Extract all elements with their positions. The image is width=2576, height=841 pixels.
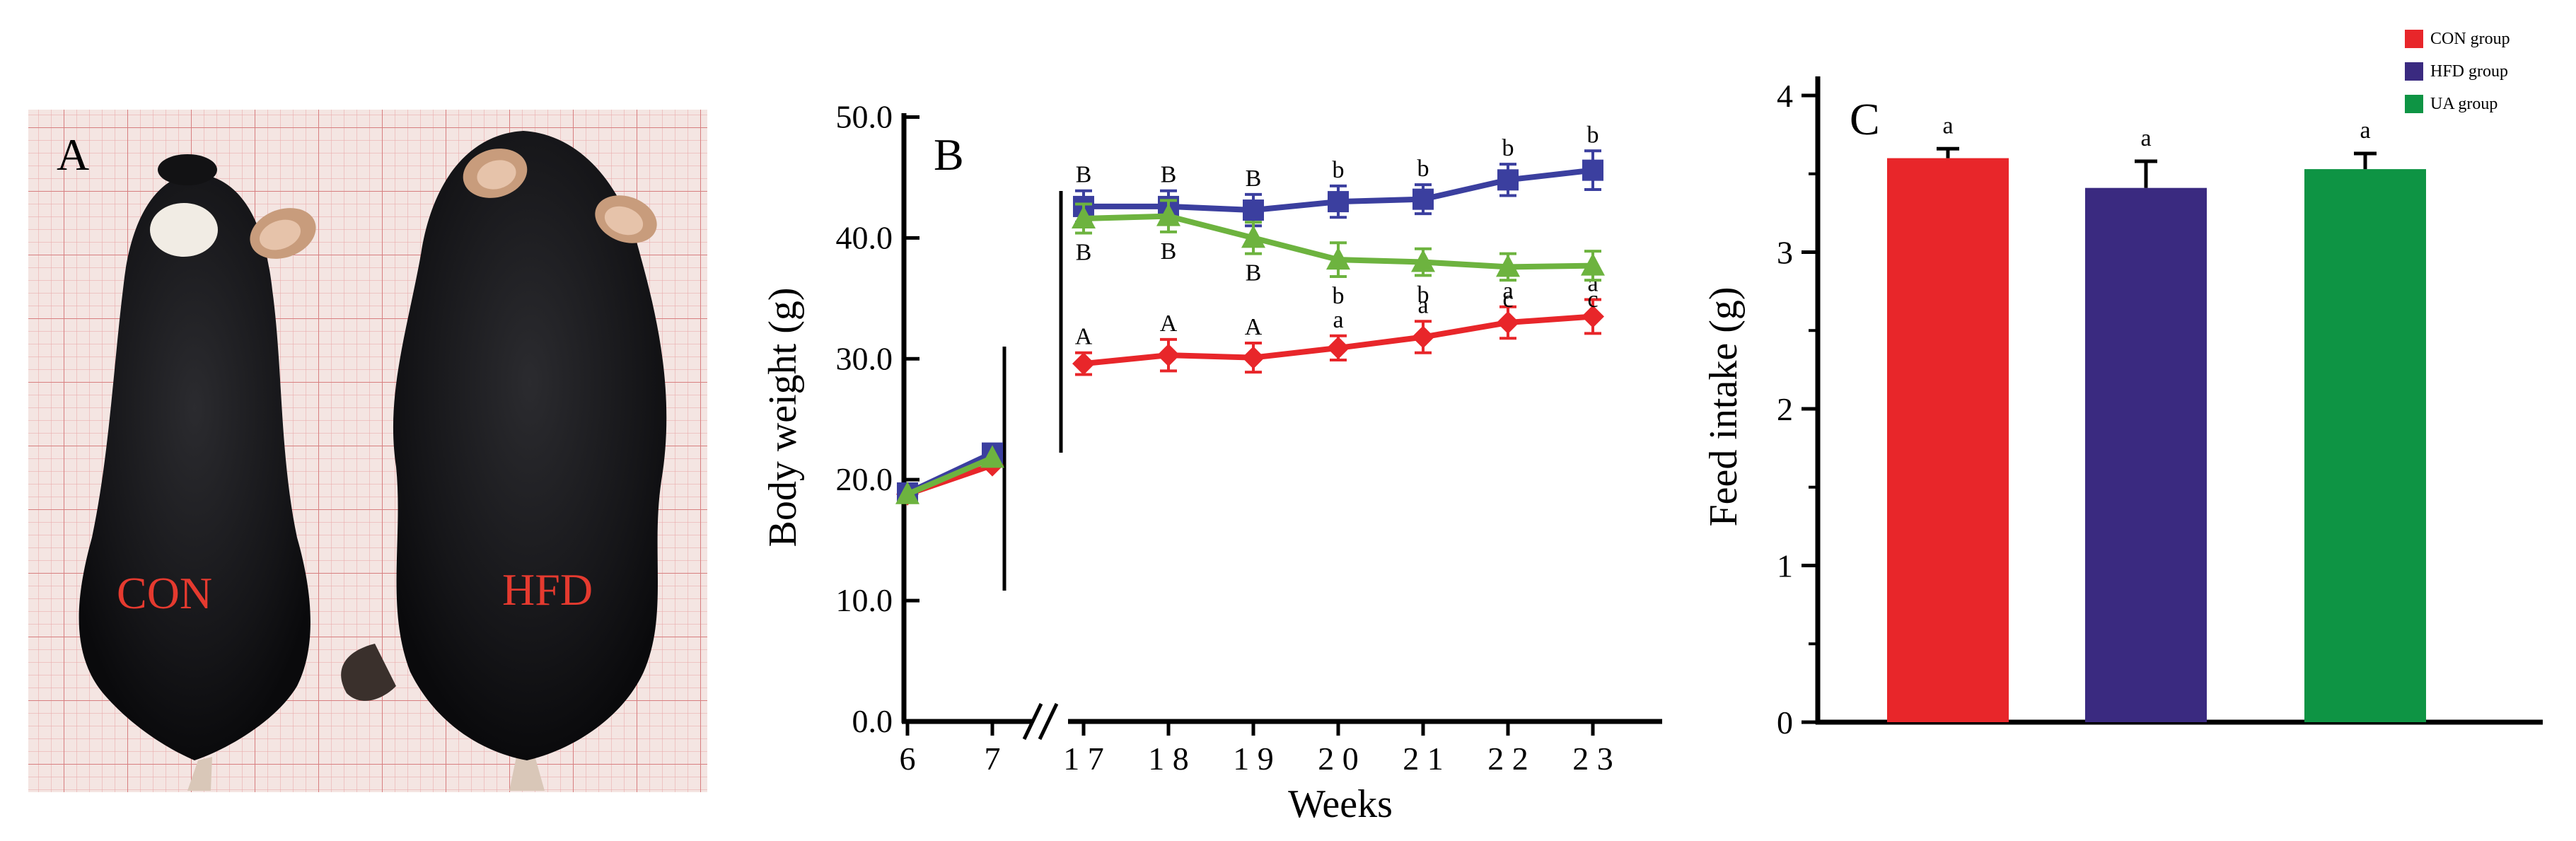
data-point: [1497, 311, 1519, 334]
feed-intake-chart: C 0 1 2 3 4 a a a Feed intake (g) CON group HFD…: [1702, 30, 2543, 741]
data-point: [1242, 346, 1265, 369]
significance-label: A: [1245, 314, 1263, 340]
significance-label: B: [1161, 162, 1177, 188]
data-point: [1328, 191, 1349, 213]
significance-label: a: [1942, 112, 1953, 139]
panel-c-label: C: [1850, 94, 1880, 144]
data-point: [1412, 188, 1434, 210]
significance-label: a: [1587, 271, 1598, 297]
significance-label: a: [2360, 117, 2370, 144]
y-tick-label: 4: [1777, 78, 1793, 114]
x-tick-label: 2 0: [1318, 741, 1359, 777]
significance-label: A: [1160, 311, 1178, 337]
y-tick-label: 20.0: [836, 461, 893, 497]
bar: [1887, 158, 2009, 723]
y-tick-label: 1: [1777, 548, 1793, 584]
bar: [2304, 169, 2426, 723]
legend-swatch: [2405, 95, 2423, 113]
significance-label: B: [1076, 240, 1092, 266]
data-point: [1582, 159, 1603, 181]
data-point: [1411, 249, 1435, 272]
data-point: [1412, 325, 1434, 349]
significance-label: a: [1333, 307, 1343, 333]
data-point: [1326, 247, 1350, 270]
body-weight-y-title: Body weight (g): [761, 287, 805, 547]
y-tick-label: 30.0: [836, 340, 893, 376]
x-tick-label: 2 3: [1572, 741, 1613, 777]
x-tick-label: 1 9: [1233, 741, 1274, 777]
data-point: [1243, 199, 1264, 221]
hfd-mouse-label: HFD: [502, 564, 593, 615]
data-point: [1582, 305, 1604, 328]
body-weight-chart: B 0.0 10.0 20.0 30.0 40.0 50.0 6 7 1 7 1 8 1 9 2 0…: [761, 98, 1662, 826]
significance-label: B: [1161, 238, 1177, 265]
data-point: [1327, 336, 1350, 359]
axis-break-marker: [1022, 702, 1059, 741]
panel-a-photo: A CON HFD: [28, 110, 707, 792]
x-tick-label: 6: [900, 741, 916, 777]
significance-label: a: [2140, 125, 2151, 151]
legend-label: HFD group: [2430, 62, 2508, 81]
x-tick-label: 2 1: [1403, 741, 1444, 777]
feed-intake-legend: CON group HFD group UA group: [2405, 30, 2510, 113]
legend-label: UA group: [2430, 95, 2497, 113]
data-point: [1496, 254, 1520, 277]
hfd-mouse-image: [341, 131, 667, 791]
data-point: [1581, 253, 1605, 276]
y-tick-label: 40.0: [836, 219, 893, 255]
significance-label: B: [1246, 166, 1262, 192]
x-tick-label: 1 7: [1063, 741, 1104, 777]
y-tick-label: 50.0: [836, 98, 893, 134]
data-point: [1072, 352, 1095, 376]
significance-label: b: [1587, 122, 1599, 148]
significance-label: B: [1076, 162, 1092, 188]
significance-label: a: [1417, 292, 1428, 318]
x-tick-label: 1 8: [1148, 741, 1189, 777]
con-mouse-image: [79, 154, 316, 791]
y-tick-label: 2: [1777, 391, 1793, 427]
series-line-early: [906, 455, 994, 497]
bar: [2085, 187, 2207, 722]
significance-label: c: [1502, 286, 1513, 313]
significance-label: a: [1502, 278, 1513, 304]
significance-label: b: [1417, 282, 1429, 308]
significance-label: A: [1075, 324, 1093, 350]
data-point: [1157, 344, 1180, 367]
x-tick-label: 2 2: [1487, 741, 1528, 777]
y-tick-label: 0.0: [852, 703, 893, 739]
con-mouse-label: CON: [117, 568, 212, 618]
data-point: [1497, 169, 1519, 191]
data-point-early: [980, 445, 1004, 468]
data-point: [1156, 203, 1180, 226]
data-point: [1072, 206, 1096, 229]
y-tick-label: 10.0: [836, 582, 893, 618]
significance-label: b: [1502, 135, 1514, 161]
y-tick-label: 0: [1777, 704, 1793, 741]
significance-label: B: [1246, 260, 1262, 286]
x-tick-label: 7: [985, 741, 1001, 777]
body-weight-x-title: Weeks: [1288, 782, 1393, 826]
panel-b-label: B: [934, 129, 964, 180]
significance-label: b: [1333, 157, 1345, 183]
legend-swatch: [2405, 62, 2423, 81]
legend-swatch: [2405, 30, 2423, 48]
data-point: [1241, 225, 1265, 248]
y-tick-label: 3: [1777, 235, 1793, 271]
data-point-early: [895, 481, 919, 504]
significance-label: b: [1333, 283, 1345, 309]
panel-a-label: A: [57, 129, 89, 180]
feed-intake-y-title: Feed intake (g): [1702, 287, 1746, 527]
significance-label: c: [1587, 286, 1598, 313]
significance-label: b: [1417, 156, 1429, 182]
legend-label: CON group: [2430, 30, 2510, 48]
